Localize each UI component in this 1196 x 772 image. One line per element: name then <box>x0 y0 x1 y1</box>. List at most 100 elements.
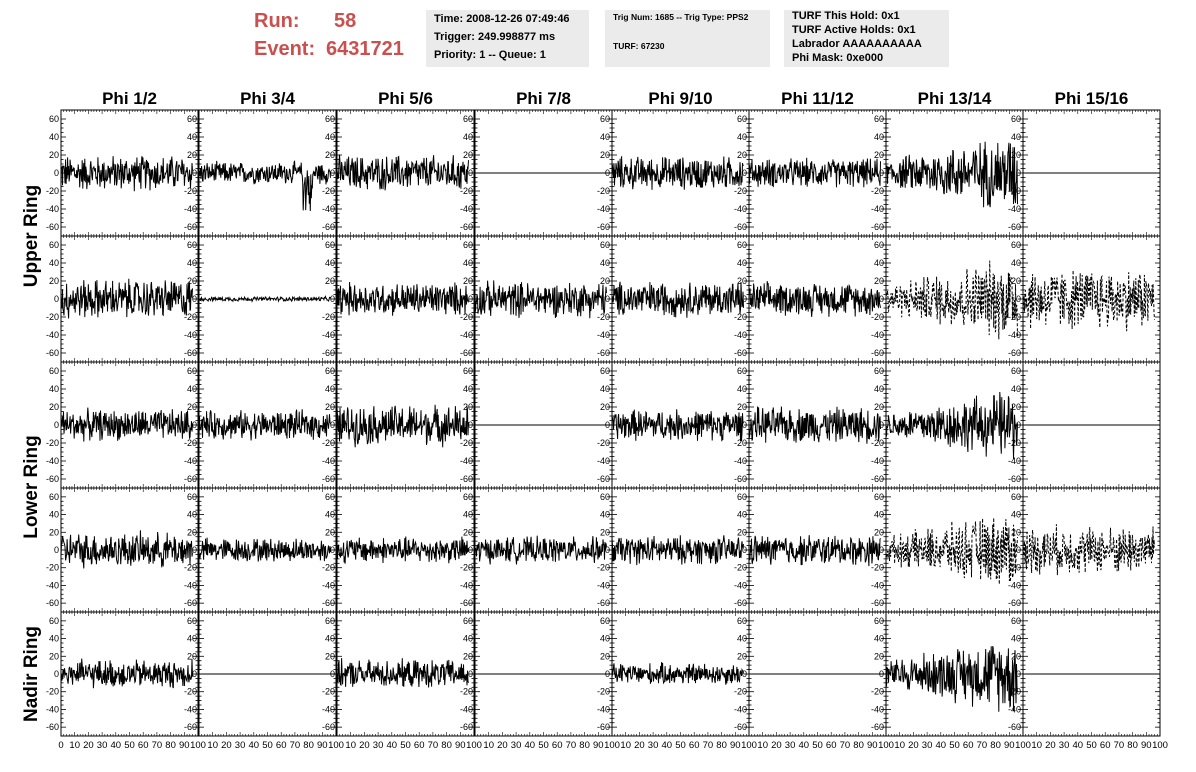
y-tick-label: -60 <box>871 474 884 484</box>
waveform-trace <box>611 281 744 318</box>
y-tick-label: -20 <box>734 563 747 573</box>
y-tick-label: -20 <box>597 563 610 573</box>
y-tick-label: -40 <box>734 204 747 214</box>
y-tick-label: 40 <box>600 384 610 394</box>
y-tick-label: -60 <box>734 348 747 358</box>
y-tick-label: -60 <box>871 348 884 358</box>
y-tick-label: 60 <box>463 366 473 376</box>
y-tick-label: 20 <box>600 402 610 412</box>
y-tick-label: 60 <box>600 492 610 502</box>
y-tick-label: -40 <box>597 580 610 590</box>
waveform-trace <box>885 391 1018 459</box>
y-tick-label: 0 <box>192 294 197 304</box>
y-tick-label: -60 <box>597 348 610 358</box>
turf-hold-box: TURF This Hold: 0x1 TURF Active Holds: 0… <box>784 10 949 67</box>
y-tick-label: 60 <box>600 114 610 124</box>
y-tick-label: 20 <box>600 276 610 286</box>
y-tick-label: -20 <box>46 312 59 322</box>
column-title: Phi 7/8 <box>516 89 571 108</box>
y-tick-label: -40 <box>871 580 884 590</box>
y-tick-label: -20 <box>460 186 473 196</box>
y-tick-label: -60 <box>460 598 473 608</box>
y-tick-label: 0 <box>54 545 59 555</box>
y-tick-label: 20 <box>187 402 197 412</box>
event-value: 6431721 <box>326 38 404 60</box>
waveform-trace <box>60 278 193 319</box>
y-tick-label: 40 <box>1011 258 1021 268</box>
y-tick-label: -40 <box>184 456 197 466</box>
y-tick-label: -20 <box>871 563 884 573</box>
y-tick-label: 40 <box>737 384 747 394</box>
y-tick-label: -40 <box>1008 456 1021 466</box>
column-title: Phi 11/12 <box>781 89 854 108</box>
y-tick-label: 40 <box>49 384 59 394</box>
y-tick-label: -20 <box>871 312 884 322</box>
waveform-trace <box>198 159 331 212</box>
y-tick-label: 40 <box>463 510 473 520</box>
y-tick-label: -60 <box>46 474 59 484</box>
y-tick-label: 20 <box>737 276 747 286</box>
y-tick-label: 0 <box>54 420 59 430</box>
y-tick-label: 0 <box>330 545 335 555</box>
y-tick-label: -20 <box>46 438 59 448</box>
turf-active-text: TURF Active Holds: 0x1 <box>792 24 916 36</box>
y-tick-label: 40 <box>325 510 335 520</box>
y-tick-label: -20 <box>1008 312 1021 322</box>
y-tick-label: -40 <box>871 456 884 466</box>
y-tick-label: 0 <box>742 294 747 304</box>
y-tick-label: 0 <box>879 294 884 304</box>
y-tick-label: -20 <box>460 563 473 573</box>
y-tick-label: -60 <box>322 348 335 358</box>
waveform-trace <box>748 157 881 188</box>
y-tick-label: -40 <box>597 204 610 214</box>
run-event-box: Run: 58 Event: 6431721 <box>248 8 418 68</box>
y-tick-label: 0 <box>605 420 610 430</box>
trig-num-box: Trig Num: 1685 -- Trig Type: PPS2 TURF: … <box>605 10 770 67</box>
y-tick-label: 20 <box>737 150 747 160</box>
y-tick-label: -60 <box>1008 222 1021 232</box>
y-tick-label: -20 <box>46 563 59 573</box>
y-tick-label: 20 <box>325 276 335 286</box>
y-tick-label: 60 <box>325 114 335 124</box>
y-tick-label: 20 <box>737 527 747 537</box>
y-tick-label: 40 <box>737 258 747 268</box>
y-tick-label: 0 <box>468 545 473 555</box>
phi-mask-text: Phi Mask: 0xe000 <box>792 52 884 64</box>
y-tick-label: 60 <box>737 240 747 250</box>
y-tick-label: 0 <box>605 545 610 555</box>
y-tick-label: 40 <box>874 132 884 142</box>
y-tick-label: 0 <box>54 294 59 304</box>
y-tick-label: 40 <box>737 132 747 142</box>
waveform-trace <box>474 280 607 319</box>
column-title: Phi 3/4 <box>240 89 295 108</box>
y-tick-label: 60 <box>874 240 884 250</box>
y-tick-label: -40 <box>46 456 59 466</box>
y-tick-label: -60 <box>46 348 59 358</box>
y-tick-label: 20 <box>1011 150 1021 160</box>
ring-label: Upper Ring <box>21 185 42 287</box>
y-tick-label: 20 <box>874 527 884 537</box>
waveform-trace <box>748 406 881 444</box>
trigger-text: Trigger: 249.998877 ms <box>434 31 556 43</box>
column-title: Phi 1/2 <box>102 89 157 108</box>
y-tick-label: 40 <box>325 132 335 142</box>
waveform-trace <box>60 530 193 569</box>
y-tick-label: -40 <box>597 456 610 466</box>
y-tick-label: -40 <box>322 580 335 590</box>
y-tick-label: 0 <box>330 420 335 430</box>
y-tick-label: -60 <box>597 598 610 608</box>
y-tick-label: -20 <box>597 312 610 322</box>
y-tick-label: 0 <box>605 168 610 178</box>
y-tick-label: 0 <box>879 545 884 555</box>
y-tick-label: 60 <box>187 114 197 124</box>
ring-label: Lower Ring <box>21 435 42 538</box>
y-tick-label: -20 <box>184 563 197 573</box>
y-tick-label: 0 <box>742 420 747 430</box>
y-tick-label: 60 <box>187 366 197 376</box>
waveform-trace <box>336 404 469 448</box>
y-tick-label: 0 <box>192 545 197 555</box>
y-tick-label: -40 <box>460 204 473 214</box>
run-label: Run: <box>254 10 300 32</box>
y-tick-label: 40 <box>325 258 335 268</box>
y-tick-label: 40 <box>600 258 610 268</box>
